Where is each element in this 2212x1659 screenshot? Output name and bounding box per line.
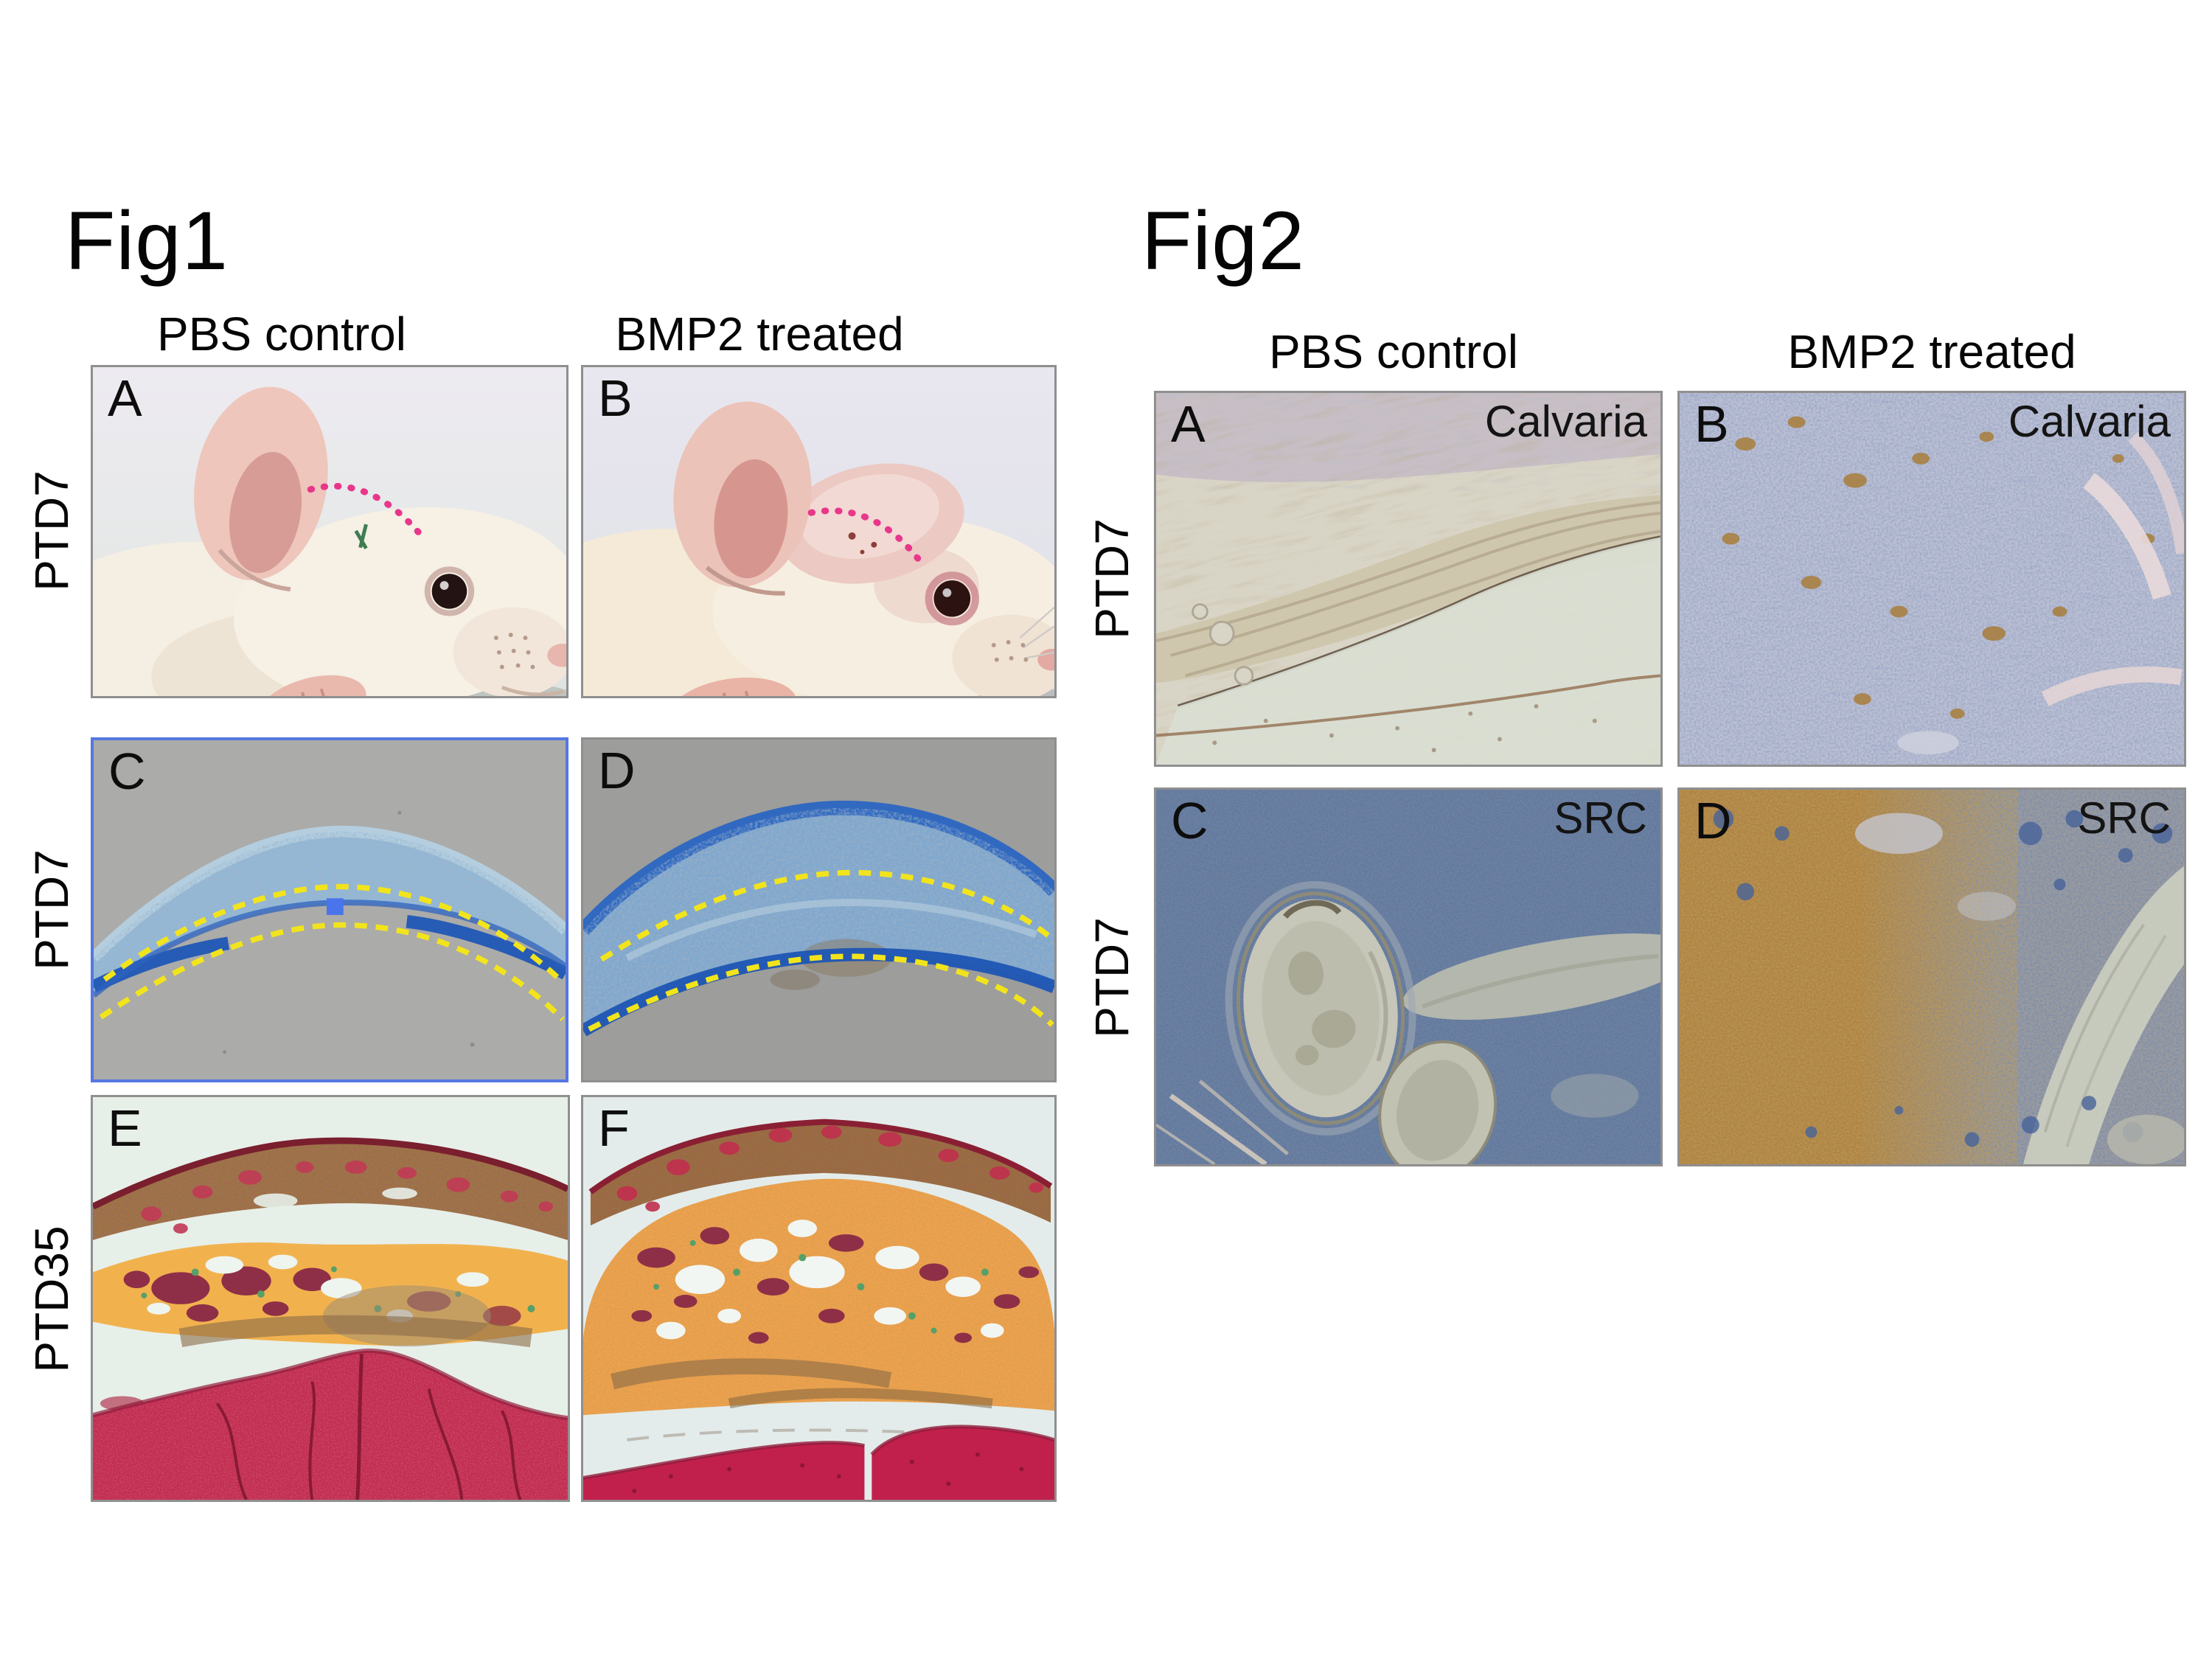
histology-illustration — [583, 1097, 1054, 1500]
yellow-dashed-annotations — [588, 869, 1054, 1032]
mouse-ear — [673, 401, 812, 596]
tissue-label: Calvaria — [1484, 397, 1647, 446]
calvarial-bone-mass — [583, 1425, 1054, 1500]
whisker-dots — [991, 640, 1029, 662]
bmp2-head-bump — [779, 463, 964, 584]
figure2-title: Fig2 — [1141, 195, 1305, 287]
new-bone-dome — [583, 1178, 1054, 1416]
suture-marks — [354, 524, 368, 549]
scab-marks — [848, 532, 877, 554]
figure2-row-label-ptd7-top: PTD7 — [1085, 518, 1138, 639]
histology-illustration — [93, 1097, 568, 1500]
yellow-dashed-annotations — [99, 883, 565, 1022]
figure1-column-header-bmp2: BMP2 treated — [615, 307, 904, 361]
cell-dots — [1212, 703, 1597, 753]
panel-letter: D — [1694, 792, 1732, 849]
whisker-dots — [493, 633, 535, 669]
fig1-panel-a-mouse-photo: A — [91, 365, 568, 698]
fig1-panel-e-histology: E — [91, 1095, 570, 1502]
panel-letter: C — [1171, 792, 1208, 849]
ihc-illustration — [1156, 790, 1660, 1164]
panel-letter: B — [1694, 395, 1729, 453]
figure2-row-label-ptd7-bottom: PTD7 — [1085, 917, 1138, 1038]
fig1-panel-c-histology: C — [91, 737, 568, 1082]
fig2-panel-a-calvaria-ihc: A Calvaria — [1154, 391, 1663, 767]
mouse-ear — [194, 386, 328, 592]
new-bone-layer — [93, 1242, 568, 1348]
figure2-column-header-bmp2: BMP2 treated — [1787, 325, 2076, 378]
panel-letter: C — [108, 742, 146, 800]
mouse-body — [93, 507, 566, 696]
panel-letter: B — [598, 369, 633, 427]
tissue-label: SRC — [1554, 793, 1647, 843]
figure1-title: Fig1 — [65, 195, 229, 287]
ihc-illustration — [1156, 393, 1660, 765]
panel-letter: A — [108, 369, 142, 427]
ossicle-small — [1378, 1040, 1498, 1164]
bone-band-pale — [2023, 866, 2184, 1164]
figure1-column-header-pbs: PBS control — [157, 307, 406, 361]
bone-surface-streaks — [2041, 432, 2184, 706]
panel-letter: E — [108, 1099, 142, 1157]
ihc-illustration — [1680, 790, 2184, 1164]
light-streaks — [1156, 1079, 1290, 1164]
panel-letter: A — [1171, 395, 1206, 453]
fig1-panel-f-histology: F — [581, 1095, 1057, 1502]
ossicle-large — [1225, 880, 1416, 1136]
panel-letter: F — [598, 1099, 630, 1157]
lacunae-bubbles — [1192, 603, 1254, 686]
fibrous-band — [1156, 495, 1660, 684]
fig1-panel-d-histology: D — [581, 737, 1057, 1082]
bone-trabecula-band — [1402, 933, 1660, 1020]
mouse-eye — [925, 571, 979, 626]
histology-illustration — [94, 740, 566, 1079]
fig2-panel-c-src-ihc: C SRC — [1154, 787, 1663, 1166]
blue-highlight-square — [327, 898, 344, 915]
magenta-dashed-annotation — [307, 482, 425, 540]
tissue-label: Calvaria — [2008, 397, 2171, 446]
figure1-row-label-ptd35: PTD35 — [25, 1225, 78, 1373]
panel-letter: D — [598, 742, 636, 799]
figure1-row-label-ptd7-top: PTD7 — [25, 470, 78, 591]
fig1-panel-b-mouse-photo: B — [581, 365, 1057, 698]
figure2-column-header-pbs: PBS control — [1269, 325, 1518, 378]
mouse-photo-illustration — [583, 367, 1054, 696]
mouse-paw — [669, 677, 797, 696]
mouse-nose — [547, 643, 566, 667]
fig2-panel-d-src-ihc: D SRC — [1677, 787, 2186, 1166]
tissue-label: SRC — [2077, 793, 2171, 843]
mouse-paw — [257, 675, 366, 696]
magenta-dashed-annotation — [807, 507, 927, 568]
mouse-photo-illustration — [93, 367, 566, 696]
fig2-panel-b-calvaria-ihc: B Calvaria — [1677, 391, 2186, 767]
dust-specks — [223, 810, 475, 1054]
ihc-illustration — [1680, 393, 2184, 765]
mouse-eye — [424, 566, 475, 616]
histology-illustration — [583, 740, 1054, 1080]
figure1-row-label-ptd7-mid: PTD7 — [25, 849, 78, 970]
